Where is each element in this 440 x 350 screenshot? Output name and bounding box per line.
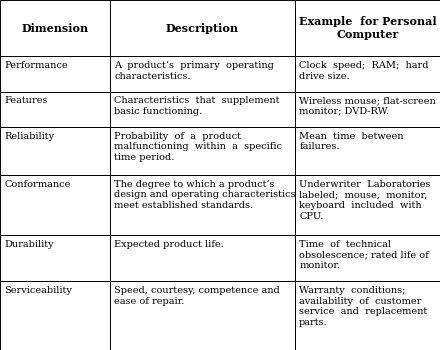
Text: Mean  time  between
failures.: Mean time between failures.	[299, 132, 404, 152]
Bar	[0, 236, 110, 281]
Bar	[295, 56, 440, 92]
Text: Clock  speed;  RAM;  hard
drive size.: Clock speed; RAM; hard drive size.	[299, 61, 429, 80]
Bar	[110, 281, 295, 350]
Bar	[295, 0, 440, 56]
Text: Dimension: Dimension	[22, 23, 88, 34]
Bar	[110, 56, 295, 92]
Bar	[0, 92, 110, 127]
Bar	[0, 127, 110, 175]
Bar	[110, 236, 295, 281]
Text: Performance: Performance	[4, 61, 68, 70]
Text: Time  of  technical
obsolescence; rated life of
monitor.: Time of technical obsolescence; rated li…	[299, 240, 429, 271]
Text: Description: Description	[166, 23, 239, 34]
Bar	[0, 0, 110, 56]
Text: Conformance: Conformance	[4, 180, 71, 189]
Text: Reliability: Reliability	[4, 132, 55, 141]
Bar	[110, 0, 295, 56]
Bar	[295, 127, 440, 175]
Text: Durability: Durability	[4, 240, 54, 249]
Text: Underwriter  Laboratories
labeled;  mouse,  monitor,
keyboard  included  with
CP: Underwriter Laboratories labeled; mouse,…	[299, 180, 431, 221]
Text: The degree to which a product’s
design and operating characteristics
meet establ: The degree to which a product’s design a…	[114, 180, 296, 210]
Bar	[295, 175, 440, 236]
Text: Features: Features	[4, 96, 48, 105]
Text: Expected product life.: Expected product life.	[114, 240, 224, 249]
Text: Characteristics  that  supplement
basic functioning.: Characteristics that supplement basic fu…	[114, 96, 280, 116]
Text: Warranty  conditions;
availability  of  customer
service  and  replacement
parts: Warranty conditions; availability of cus…	[299, 286, 427, 327]
Bar	[0, 281, 110, 350]
Bar	[295, 92, 440, 127]
Text: Wireless mouse; flat-screen
monitor; DVD-RW.: Wireless mouse; flat-screen monitor; DVD…	[299, 96, 436, 116]
Bar	[295, 281, 440, 350]
Bar	[110, 92, 295, 127]
Bar	[110, 127, 295, 175]
Text: Probability  of  a  product
malfunctioning  within  a  specific
time period.: Probability of a product malfunctioning …	[114, 132, 282, 162]
Bar	[0, 56, 110, 92]
Text: Serviceability: Serviceability	[4, 286, 72, 295]
Bar	[110, 175, 295, 236]
Text: A  product’s  primary  operating
characteristics.: A product’s primary operating characteri…	[114, 61, 274, 80]
Text: Speed, courtesy, competence and
ease of repair.: Speed, courtesy, competence and ease of …	[114, 286, 280, 306]
Bar	[295, 236, 440, 281]
Bar	[0, 175, 110, 236]
Text: Example  for Personal
Computer: Example for Personal Computer	[299, 16, 436, 40]
